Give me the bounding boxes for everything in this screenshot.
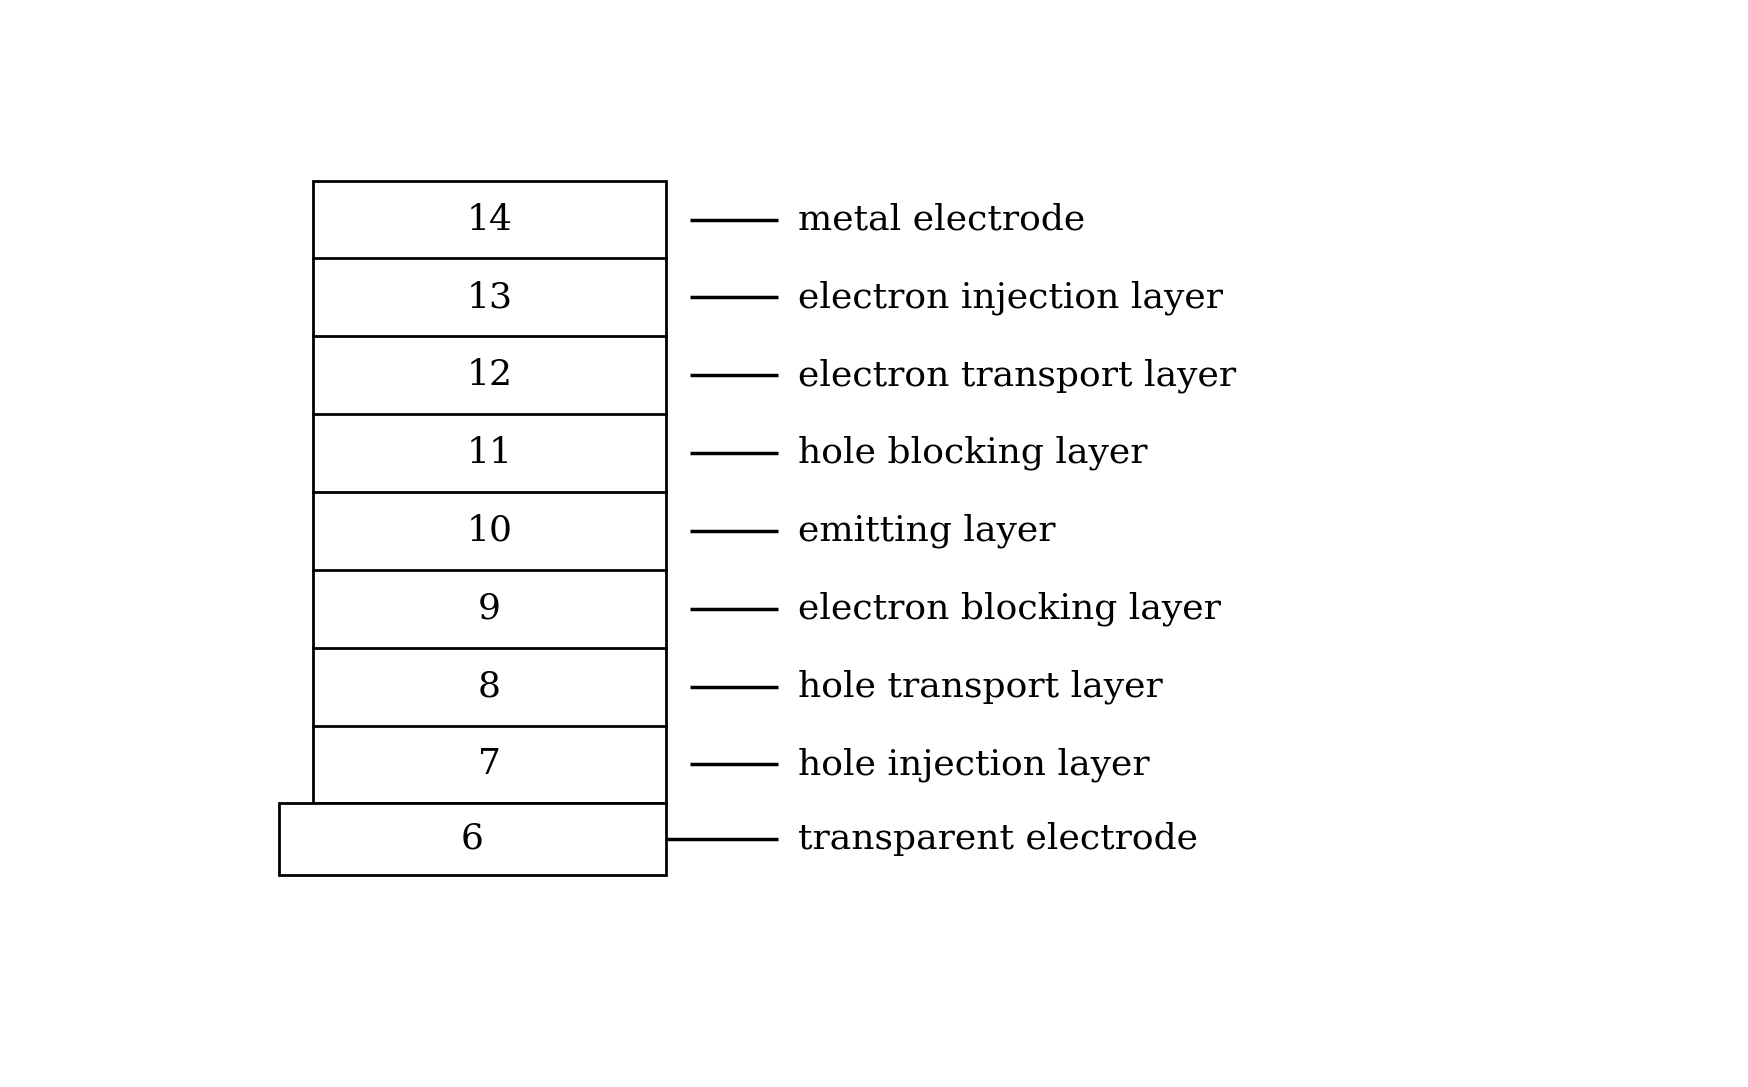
Text: electron blocking layer: electron blocking layer (799, 591, 1222, 626)
Bar (280, 803, 666, 875)
Text: 12: 12 (467, 359, 512, 392)
Bar (313, 180, 666, 803)
Text: 7: 7 (477, 748, 502, 782)
Text: electron transport layer: electron transport layer (799, 358, 1236, 392)
Text: electron injection layer: electron injection layer (799, 280, 1224, 314)
Text: transparent electrode: transparent electrode (799, 822, 1199, 855)
Text: 11: 11 (467, 436, 512, 470)
Text: emitting layer: emitting layer (799, 514, 1056, 548)
Text: hole blocking layer: hole blocking layer (799, 436, 1148, 471)
Text: hole transport layer: hole transport layer (799, 670, 1162, 704)
Text: 10: 10 (467, 514, 512, 548)
Text: 8: 8 (477, 670, 502, 703)
Text: 9: 9 (477, 591, 502, 626)
Text: 6: 6 (461, 822, 484, 855)
Text: 14: 14 (467, 202, 512, 237)
Text: 13: 13 (467, 280, 512, 314)
Text: metal electrode: metal electrode (799, 202, 1086, 237)
Text: hole injection layer: hole injection layer (799, 747, 1150, 782)
